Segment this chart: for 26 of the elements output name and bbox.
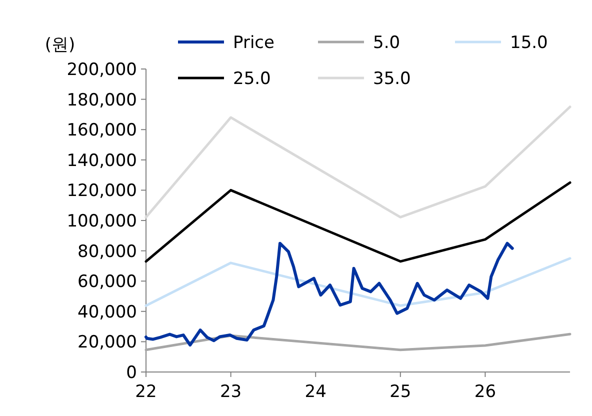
y-tick-label: 200,000 [66,60,137,80]
x-tick-label: 24 [304,382,326,402]
y-axis-title: (원) [44,35,76,55]
line-series [144,181,572,263]
legend-label: 25.0 [233,69,271,89]
line-series [144,106,572,218]
y-tick-label: 40,000 [78,302,137,322]
line-series [144,332,572,352]
y-tick-label: 140,000 [66,150,137,171]
y-tick-label: 60,000 [78,272,137,292]
y-tick-label: 20,000 [78,332,137,353]
y-tick-label: 100,000 [66,212,137,232]
legend-label: 35.0 [373,69,411,89]
legend-label: Price [233,33,274,53]
y-tick-label: 80,000 [78,242,137,262]
legend-label: 5.0 [373,33,400,53]
y-tick-label: 0 [126,363,137,383]
y-tick-label: 120,000 [66,181,137,202]
y-tick-label: 160,000 [66,120,137,141]
x-tick-label: 23 [220,382,242,402]
y-tick-label: 180,000 [66,90,137,110]
legend-label: 15.0 [510,33,548,53]
x-tick-label: 26 [474,382,496,402]
line-series [144,242,514,347]
x-tick-label: 25 [390,382,412,402]
x-tick-label: 22 [135,382,157,402]
